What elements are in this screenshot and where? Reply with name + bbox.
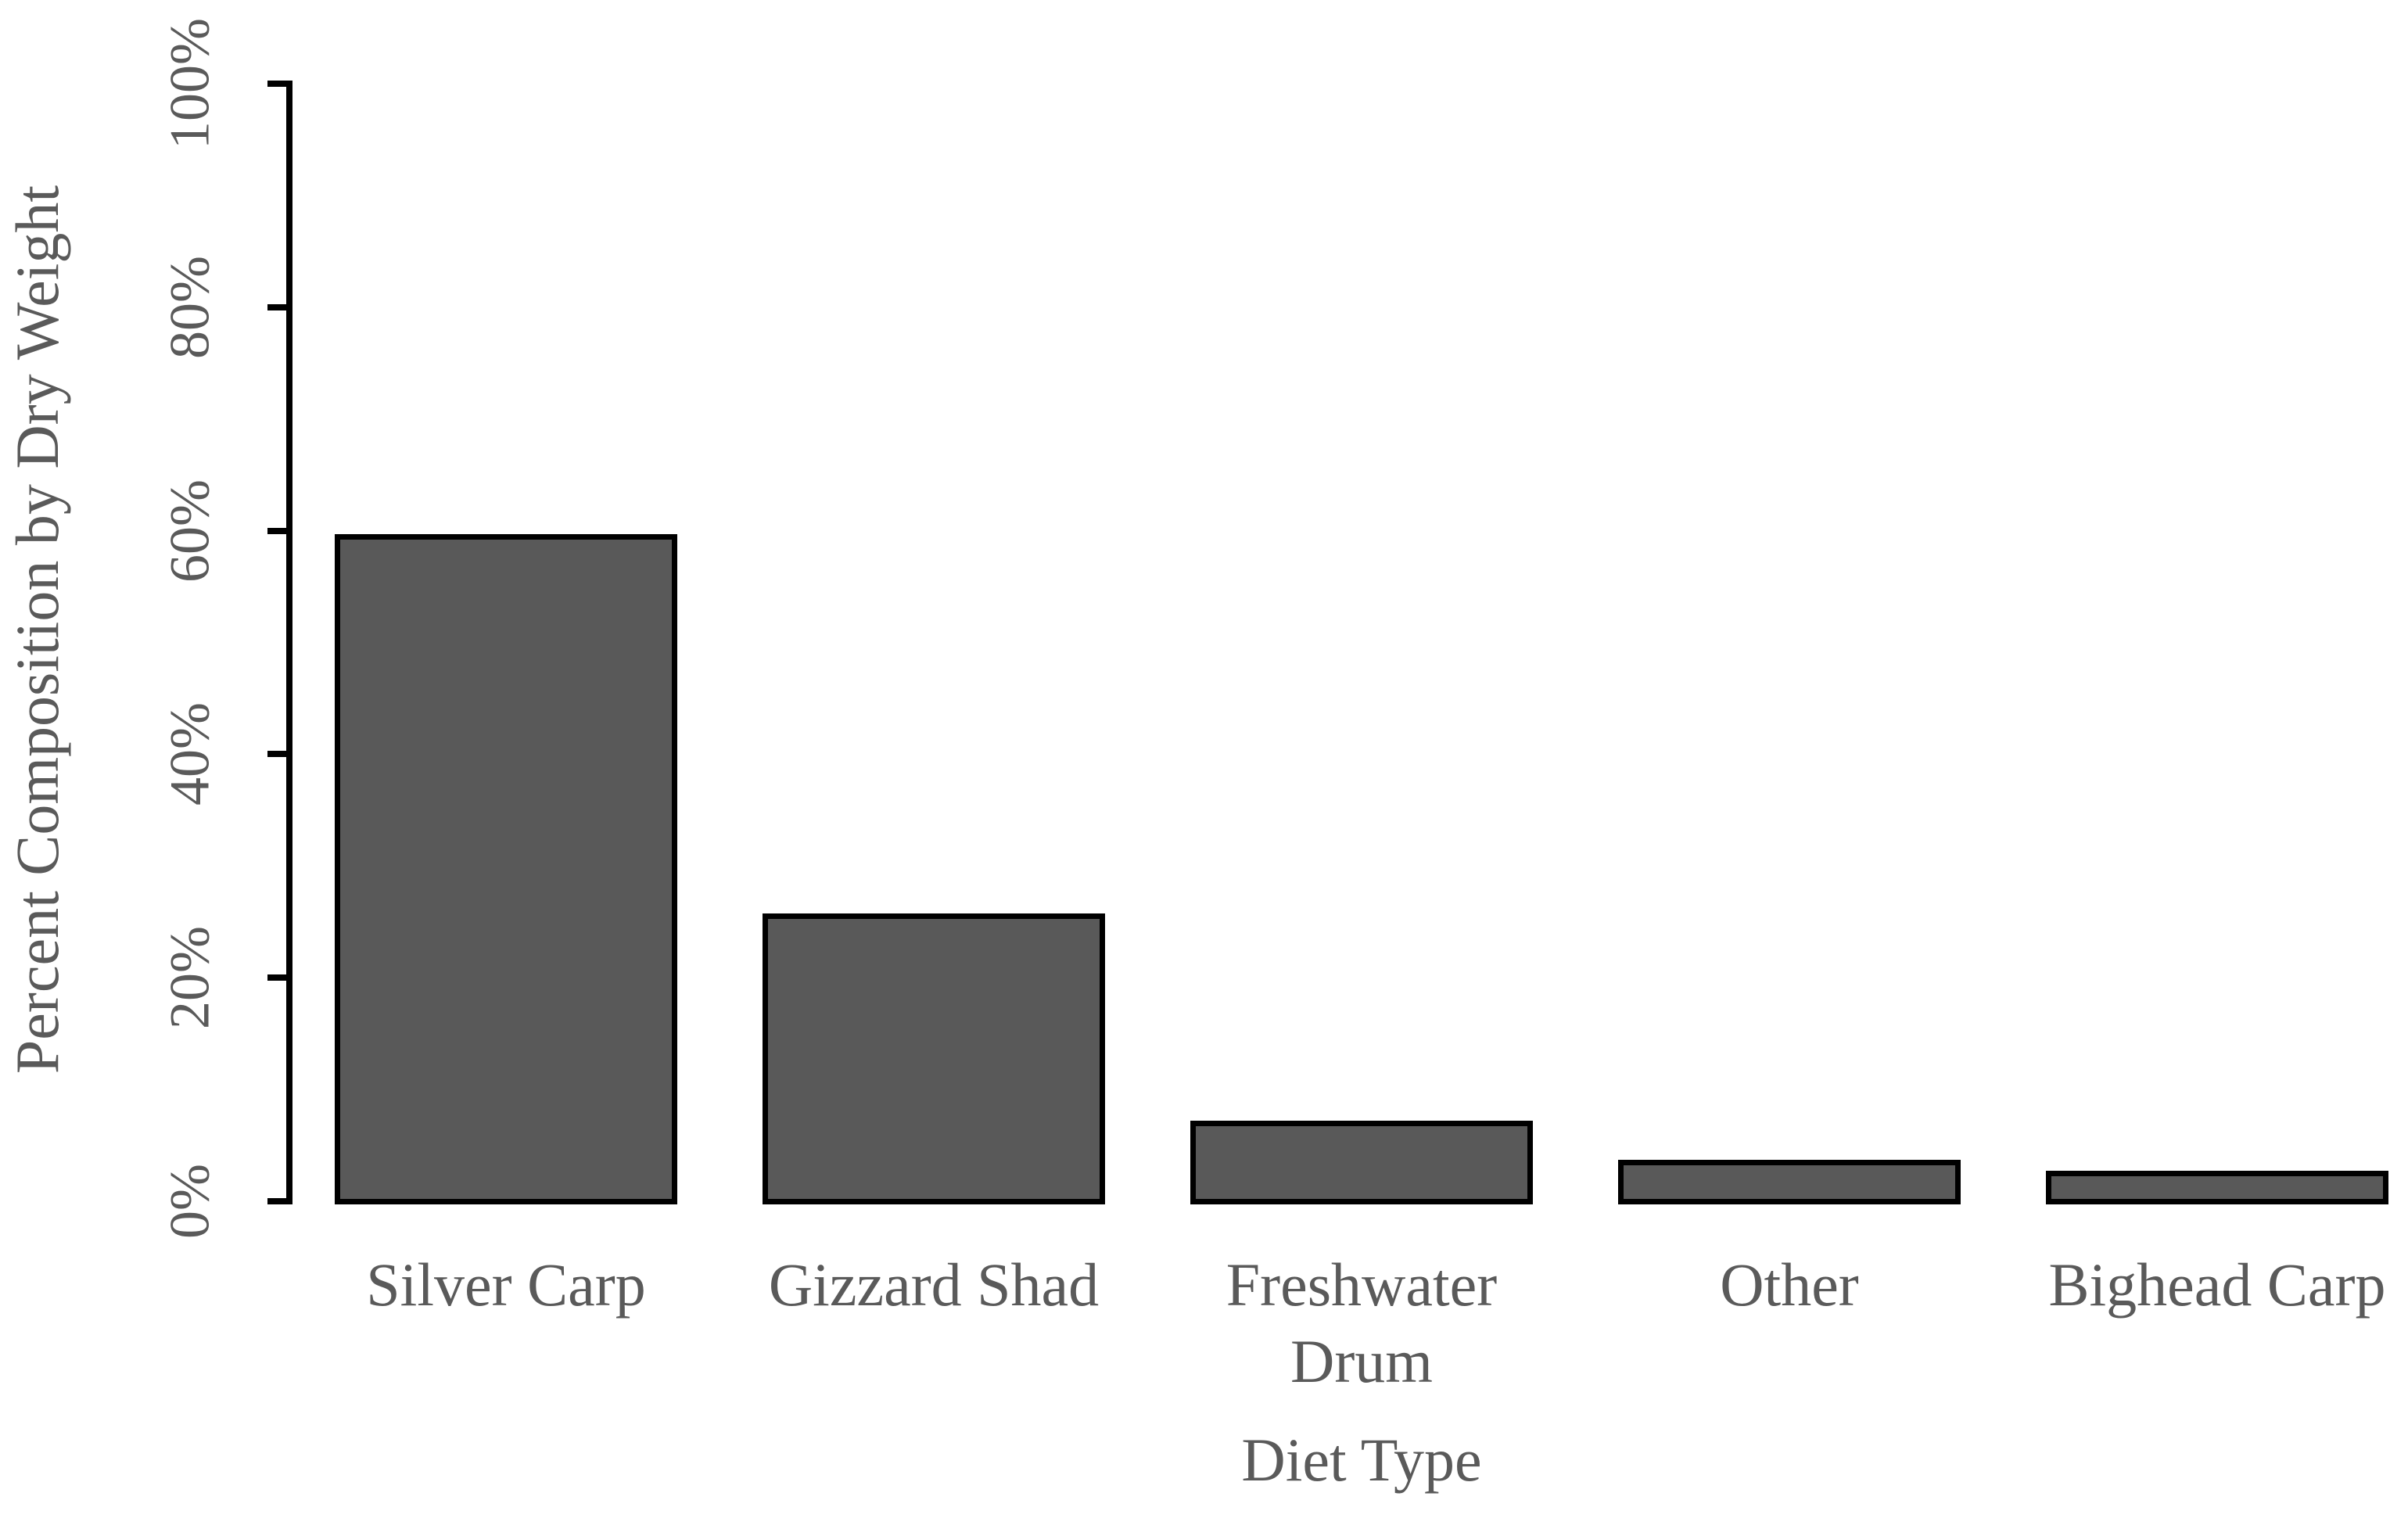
x-category-label-freshwater-drum: Freshwater Drum bbox=[1226, 1251, 1498, 1396]
y-tick-mark bbox=[267, 1198, 289, 1204]
y-tick-mark bbox=[267, 974, 289, 981]
bar-gizzard-shad bbox=[763, 913, 1105, 1204]
x-category-label-gizzard-shad: Gizzard Shad bbox=[768, 1251, 1100, 1319]
y-tick-label: 20% bbox=[158, 926, 221, 1030]
bar-silver-carp bbox=[335, 534, 677, 1204]
bar-bighead-carp bbox=[2046, 1171, 2388, 1204]
bar-other bbox=[1618, 1160, 1961, 1204]
y-tick-label: 60% bbox=[158, 479, 221, 583]
x-axis-title: Diet Type bbox=[1241, 1426, 1482, 1494]
x-category-label-silver-carp: Silver Carp bbox=[366, 1251, 646, 1319]
x-category-label-other: Other bbox=[1720, 1251, 1859, 1319]
y-axis-line bbox=[286, 81, 292, 1204]
y-tick-mark bbox=[267, 527, 289, 534]
y-tick-label: 0% bbox=[158, 1164, 221, 1239]
bar-freshwater-drum bbox=[1190, 1121, 1533, 1204]
y-tick-label: 80% bbox=[158, 255, 221, 359]
y-tick-mark bbox=[267, 303, 289, 310]
y-tick-label: 40% bbox=[158, 702, 221, 806]
y-tick-mark bbox=[267, 81, 289, 87]
y-tick-mark bbox=[267, 751, 289, 758]
x-category-label-bighead-carp: Bighead Carp bbox=[2048, 1251, 2386, 1319]
y-tick-label: 100% bbox=[158, 18, 221, 149]
y-axis-title: Percent Composition by Dry Weight bbox=[3, 185, 71, 1075]
